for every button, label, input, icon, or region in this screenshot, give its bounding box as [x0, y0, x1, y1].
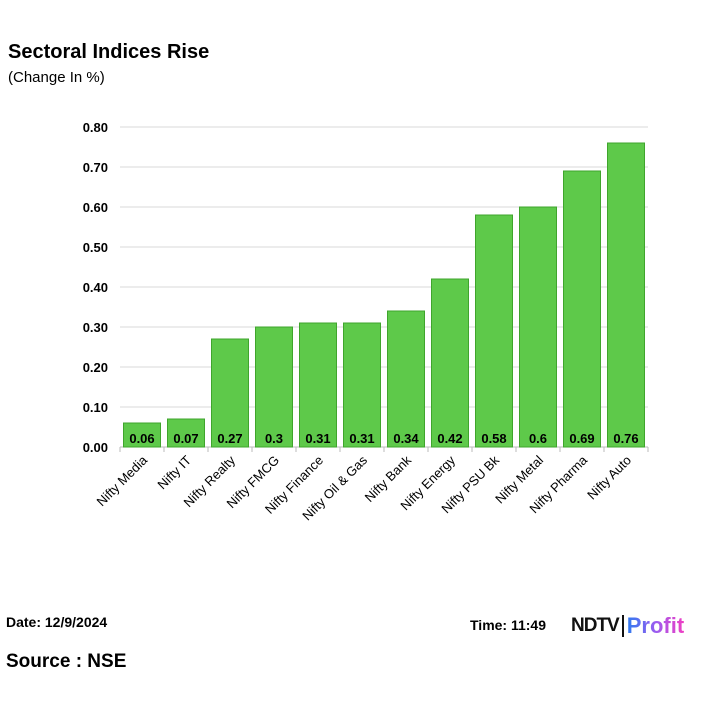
- y-tick-label: 0.60: [83, 200, 108, 215]
- data-label: 0.42: [437, 431, 462, 446]
- source-label: Source : NSE: [6, 651, 127, 672]
- y-tick-label: 0.70: [83, 160, 108, 175]
- logo-profit: Profit: [626, 613, 685, 638]
- bar: [519, 206, 557, 448]
- data-label: 0.34: [393, 431, 419, 446]
- y-tick-label: 0.40: [83, 280, 108, 295]
- y-tick-label: 0.50: [83, 240, 108, 255]
- logo-divider: [621, 615, 624, 637]
- y-tick-label: 0.00: [83, 440, 108, 455]
- bar: [211, 338, 249, 448]
- y-tick-label: 0.10: [83, 400, 108, 415]
- bar: [123, 422, 161, 448]
- data-label: 0.27: [217, 431, 242, 446]
- data-label: 0.06: [129, 431, 154, 446]
- bar: [431, 278, 469, 448]
- bar: [475, 214, 513, 448]
- data-label: 0.07: [173, 431, 198, 446]
- data-label: 0.3: [265, 431, 283, 446]
- ndtv-profit-logo: NDTV Profit: [571, 613, 684, 639]
- bar: [387, 310, 425, 448]
- bar: [607, 142, 645, 448]
- y-tick-label: 0.30: [83, 320, 108, 335]
- data-label: 0.6: [529, 431, 547, 446]
- bar: [299, 322, 337, 448]
- logo-ndtv: NDTV: [571, 615, 620, 636]
- data-label: 0.69: [569, 431, 594, 446]
- bar: [167, 418, 205, 448]
- x-tick-label: Nifty IT: [154, 452, 194, 492]
- chart-title: Sectoral Indices Rise: [8, 41, 210, 63]
- bar: [343, 322, 381, 448]
- y-tick-label: 0.20: [83, 360, 108, 375]
- data-label: 0.76: [613, 431, 638, 446]
- bar: [255, 326, 293, 448]
- x-tick-label: Nifty Auto: [584, 453, 634, 503]
- x-tick-label: Nifty Media: [94, 452, 151, 509]
- chart-subtitle: (Change In %): [8, 69, 105, 86]
- data-label: 0.31: [305, 431, 330, 446]
- data-label: 0.31: [349, 431, 374, 446]
- time-label: Time: 11:49: [470, 617, 547, 633]
- bar: [563, 170, 601, 448]
- y-tick-label: 0.80: [83, 120, 108, 135]
- data-label: 0.58: [481, 431, 506, 446]
- date-label: Date: 12/9/2024: [6, 614, 108, 630]
